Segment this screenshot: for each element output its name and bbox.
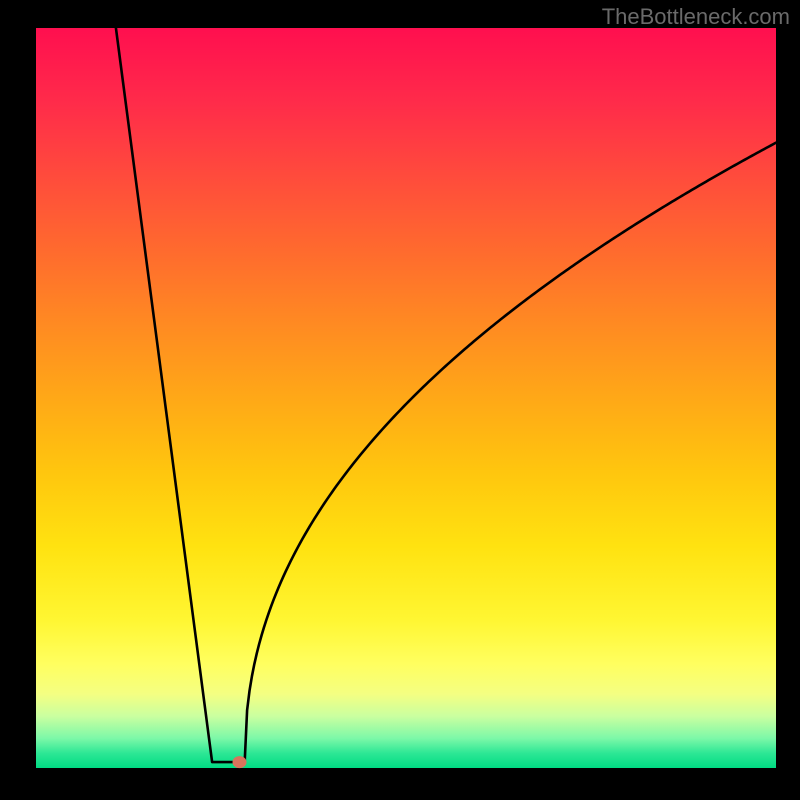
bottleneck-chart [0, 0, 800, 800]
chart-container: TheBottleneck.com [0, 0, 800, 800]
plot-background [36, 28, 776, 768]
watermark-text: TheBottleneck.com [602, 4, 790, 30]
optimum-marker [233, 756, 247, 768]
